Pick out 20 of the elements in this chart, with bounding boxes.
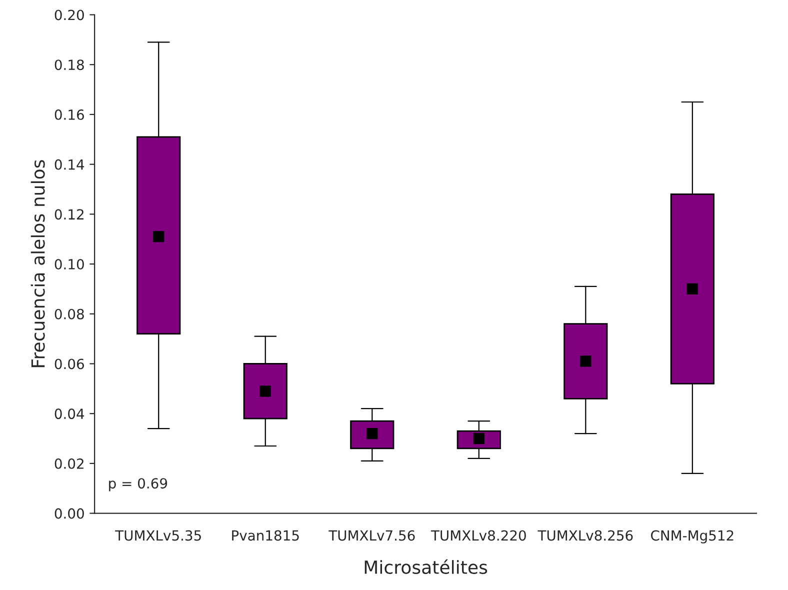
x-tick-label: TUMXLv5.35 — [115, 530, 201, 541]
y-tick-label: 0.16 — [54, 109, 84, 120]
x-tick-label: TUMXLv8.256 — [538, 530, 633, 541]
x-tick-label: TUMXLv7.56 — [328, 530, 415, 541]
annotation: p = 0.69 — [109, 478, 168, 492]
y-tick-label: 0.04 — [54, 408, 84, 420]
y-tick-label: 0.08 — [54, 308, 84, 320]
y-tick-label: 0.06 — [54, 358, 84, 370]
x-tick-label: TUMXLv8.220 — [430, 530, 526, 541]
x-axis-title: Microsatélites — [364, 559, 488, 574]
x-tick-label: Pvan1815 — [232, 530, 299, 541]
y-tick-label: 0.12 — [54, 209, 84, 220]
y-tick-label: 0.18 — [54, 60, 84, 70]
y-tick-label: 0.14 — [54, 159, 84, 170]
y-axis-title: Frecuencia alelos nulos — [30, 160, 45, 368]
y-tick-label: 0.20 — [54, 10, 84, 20]
y-tick-label: 0.10 — [54, 258, 84, 270]
y-tick-label: 0.00 — [54, 508, 84, 519]
x-tick-label: CNM-Mg512 — [651, 530, 734, 544]
y-tick-label: 0.02 — [54, 458, 84, 469]
